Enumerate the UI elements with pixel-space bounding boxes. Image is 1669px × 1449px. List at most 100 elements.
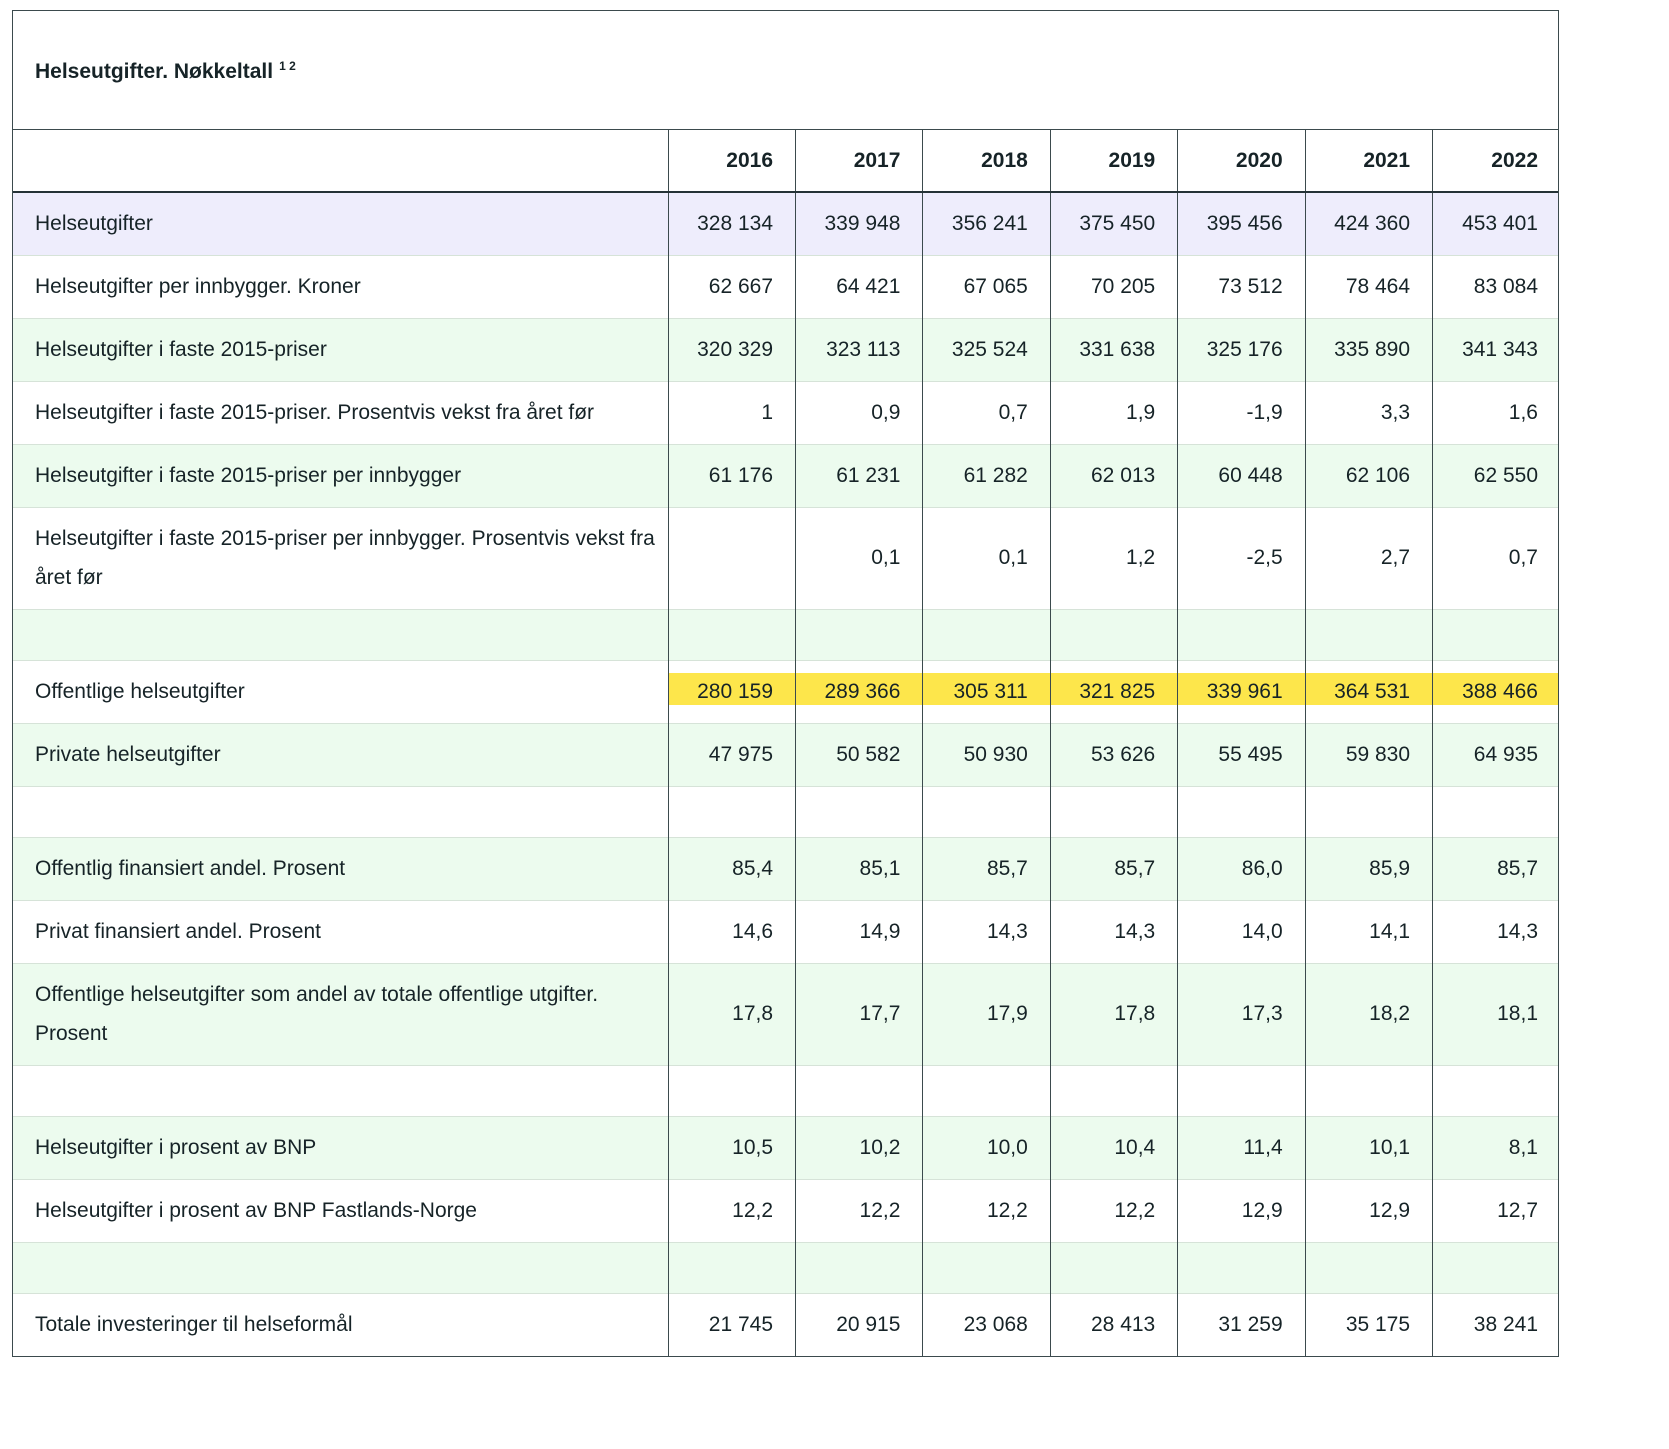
table-cell: 61 282	[922, 443, 1051, 507]
table-cell: 62 550	[1432, 443, 1558, 507]
table-cell: 321 825	[1049, 659, 1178, 723]
table-cell	[1049, 608, 1178, 660]
table-cell: 53 626	[1049, 722, 1178, 786]
table-cell	[795, 785, 923, 837]
table-caption: Helseutgifter. Nøkkeltall 1 2	[13, 11, 1558, 130]
table-cell: 61 176	[667, 443, 796, 507]
table-row: Offentlige helseutgifter 280 159 289 366 30…	[13, 659, 1558, 723]
table-cell: 10,4	[1049, 1115, 1178, 1179]
table-cell	[667, 506, 796, 609]
header-year: 2016	[667, 130, 796, 193]
row-label: Offentlig finansiert andel. Prosent	[13, 836, 669, 900]
highlight-marker	[1178, 672, 1305, 705]
table-cell: 0,7	[922, 380, 1051, 444]
table-cell	[1304, 785, 1433, 837]
table-cell: 70 205	[1049, 254, 1178, 318]
table-cell: 1,9	[1049, 380, 1178, 444]
table-cell	[667, 1241, 796, 1293]
table-cell: 10,1	[1304, 1115, 1433, 1179]
header-year: 2020	[1177, 130, 1306, 193]
row-label: Helseutgifter i prosent av BNP Fastlands…	[13, 1178, 669, 1242]
table-cell	[1177, 1241, 1306, 1293]
table-cell	[667, 608, 796, 660]
table-cell	[1304, 1064, 1433, 1116]
table-cell: 14,1	[1304, 899, 1433, 963]
table-row: Helseutgifter i prosent av BNP 10,5 10,2 10…	[13, 1115, 1558, 1179]
table-cell	[922, 1064, 1051, 1116]
table-cell: 10,2	[795, 1115, 923, 1179]
table-cell: 12,2	[795, 1178, 923, 1242]
header-year: 2019	[1049, 130, 1178, 193]
spacer-row	[13, 1241, 1558, 1293]
table-cell: 339 948	[795, 191, 923, 255]
table-cell: 395 456	[1177, 191, 1306, 255]
table-cell: 364 531	[1304, 659, 1433, 723]
header-row: 2016 2017 2018 2019 2020 2021 2022	[13, 130, 1558, 193]
row-label: Offentlige helseutgifter	[13, 659, 669, 723]
table-cell: 0,9	[795, 380, 923, 444]
table-row: Helseutgifter per innbygger. Kroner 62 66…	[13, 254, 1558, 318]
footnote-markers[interactable]: 1 2	[279, 59, 296, 73]
table-cell: 0,1	[795, 506, 923, 609]
row-label: Helseutgifter i faste 2015-priser. Prose…	[13, 380, 669, 444]
table-cell: 8,1	[1432, 1115, 1558, 1179]
table-cell: 3,3	[1304, 380, 1433, 444]
row-label	[13, 1241, 669, 1293]
table-cell: 1	[667, 380, 796, 444]
table-row: Totale investeringer til helseformål 21 7…	[13, 1292, 1558, 1356]
table-cell	[1049, 785, 1178, 837]
table-cell: 453 401	[1432, 191, 1558, 255]
table-cell: 14,0	[1177, 899, 1306, 963]
spacer-row	[13, 608, 1558, 660]
row-label: Totale investeringer til helseformål	[13, 1292, 669, 1356]
header-year: 2021	[1304, 130, 1433, 193]
table-cell: 14,9	[795, 899, 923, 963]
table-cell: 83 084	[1432, 254, 1558, 318]
cell-value: 388 466	[1462, 679, 1538, 703]
table-cell: -2,5	[1177, 506, 1306, 609]
table-cell: 341 343	[1432, 317, 1558, 381]
table-cell: 38 241	[1432, 1292, 1558, 1356]
table-cell: 325 524	[922, 317, 1051, 381]
table-cell: 424 360	[1304, 191, 1433, 255]
row-label: Helseutgifter i prosent av BNP	[13, 1115, 669, 1179]
table-cell	[1177, 608, 1306, 660]
table-cell: 62 106	[1304, 443, 1433, 507]
row-label: Privat finansiert andel. Prosent	[13, 899, 669, 963]
table-cell	[922, 1241, 1051, 1293]
table-cell: 62 667	[667, 254, 796, 318]
table-cell: 14,3	[1432, 899, 1558, 963]
table-row: Helseutgifter i faste 2015-priser per in…	[13, 506, 1558, 609]
cell-value: 364 531	[1334, 679, 1411, 703]
table-cell: 320 329	[667, 317, 796, 381]
row-label: Helseutgifter i faste 2015-priser	[13, 317, 669, 381]
table-cell	[667, 1064, 796, 1116]
table-cell	[1049, 1064, 1178, 1116]
table-cell: 18,1	[1432, 962, 1558, 1065]
table-cell: 14,6	[667, 899, 796, 963]
table-cell: 35 175	[1304, 1292, 1433, 1356]
table-cell: 59 830	[1304, 722, 1433, 786]
table-cell	[795, 1064, 923, 1116]
table-cell	[667, 785, 796, 837]
table-cell: 60 448	[1177, 443, 1306, 507]
table-cell: 12,2	[1049, 1178, 1178, 1242]
header-year: 2017	[795, 130, 923, 193]
table-cell: 85,7	[1049, 836, 1178, 900]
table-cell: 325 176	[1177, 317, 1306, 381]
header-blank	[13, 130, 669, 193]
table-cell: 323 113	[795, 317, 923, 381]
table-cell: -1,9	[1177, 380, 1306, 444]
cell-value: 321 825	[1079, 679, 1156, 703]
cell-value: 280 159	[697, 679, 774, 703]
table-cell: 12,2	[667, 1178, 796, 1242]
table-cell: 289 366	[795, 659, 923, 723]
table-cell: 10,0	[922, 1115, 1051, 1179]
table-cell: 12,7	[1432, 1178, 1558, 1242]
table-cell: 64 935	[1432, 722, 1558, 786]
row-label: Helseutgifter	[13, 191, 669, 255]
table-cell: 78 464	[1304, 254, 1433, 318]
table-cell	[795, 1241, 923, 1293]
table-title: Helseutgifter. Nøkkeltall	[35, 60, 274, 83]
table-cell	[922, 785, 1051, 837]
